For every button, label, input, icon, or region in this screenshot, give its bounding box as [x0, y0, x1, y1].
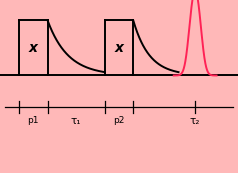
Text: x: x [114, 41, 124, 55]
Text: p1: p1 [28, 116, 39, 125]
Text: x: x [29, 41, 38, 55]
Text: τ₁: τ₁ [71, 116, 81, 126]
Text: τ₂: τ₂ [190, 116, 200, 126]
Text: p2: p2 [113, 116, 125, 125]
